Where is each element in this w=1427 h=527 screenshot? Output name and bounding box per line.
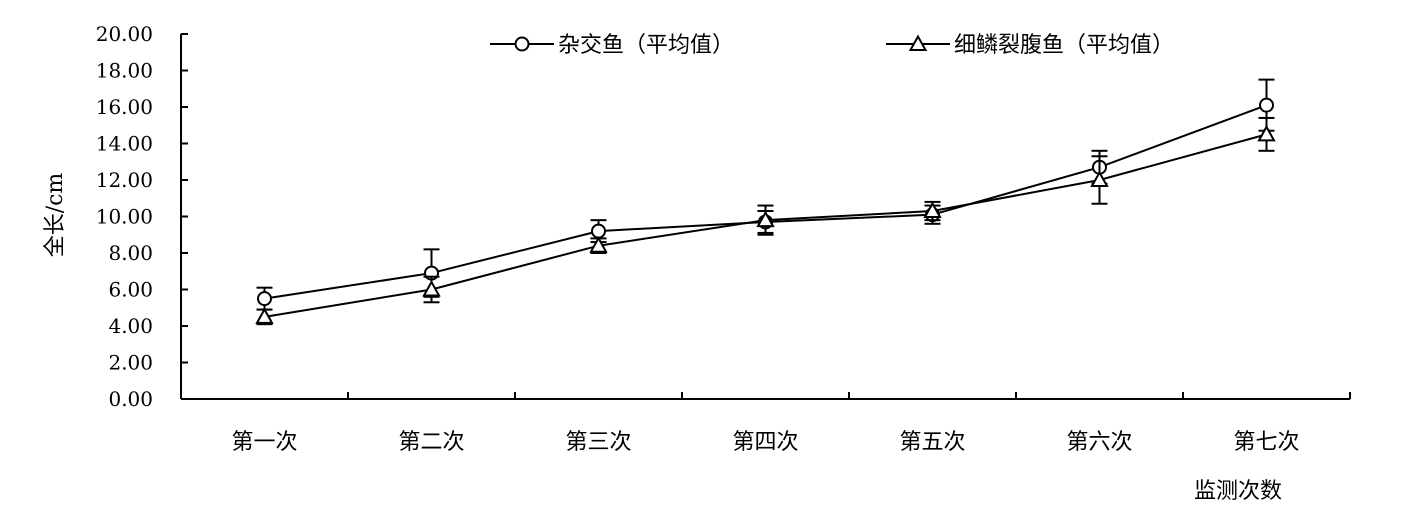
y-ticks: 0.00 2.00 4.00 6.00 8.00 10.00 12.00 14.00 16.00… — [96, 22, 188, 411]
data-point-triangle — [756, 210, 775, 228]
y-tick-label: 10.00 — [96, 205, 153, 229]
x-tick-label: 第二次 — [398, 430, 464, 455]
data-point-triangle — [1090, 170, 1109, 187]
y-axis-title: 全长/cm — [43, 173, 68, 258]
legend-label: 细鳞裂腹鱼（平均值） — [954, 33, 1174, 58]
data-point-triangle — [422, 279, 441, 297]
legend-item: 杂交鱼（平均值） — [490, 33, 734, 58]
data-point-circle — [514, 36, 530, 52]
series-hybrid — [256, 78, 1275, 311]
y-tick-label: 8.00 — [108, 241, 153, 265]
y-tick-label: 4.00 — [108, 314, 153, 338]
x-tick-label: 第六次 — [1066, 430, 1132, 455]
x-axis-title: 监测次数 — [1194, 479, 1282, 504]
data-point-triangle — [908, 34, 928, 51]
data-point-triangle — [923, 201, 942, 219]
x-tick-label: 第一次 — [231, 430, 297, 455]
data-point-triangle — [589, 236, 608, 253]
series-layer — [255, 78, 1276, 326]
x-ticks: 第一次 第二次 第三次 第四次 第五次 第六次 第七次 — [180, 392, 1351, 455]
x-tick-label: 第四次 — [732, 430, 798, 455]
y-tick-label: 14.00 — [96, 132, 153, 156]
data-point-triangle — [255, 307, 274, 324]
y-tick-label: 0.00 — [108, 387, 153, 411]
data-point-circle — [1259, 97, 1274, 113]
y-tick-label: 6.00 — [108, 278, 153, 302]
y-tick-label: 20.00 — [96, 22, 153, 46]
legend: 杂交鱼（平均值） 细鳞裂腹鱼（平均值） — [490, 33, 1174, 58]
x-tick-label: 第三次 — [565, 430, 631, 455]
data-point-circle — [591, 223, 606, 239]
legend-item: 细鳞裂腹鱼（平均值） — [886, 33, 1174, 58]
data-point-circle — [257, 291, 272, 307]
y-tick-label: 16.00 — [96, 95, 153, 119]
y-tick-label: 2.00 — [108, 351, 153, 375]
data-point-triangle — [1257, 124, 1276, 142]
x-tick-label: 第七次 — [1233, 430, 1299, 455]
y-tick-label: 18.00 — [96, 59, 153, 83]
series-schizothorax — [255, 116, 1276, 326]
series-line — [264, 104, 1267, 300]
legend-label: 杂交鱼（平均值） — [558, 33, 734, 58]
y-tick-label: 12.00 — [96, 168, 153, 192]
x-tick-label: 第五次 — [899, 430, 965, 455]
